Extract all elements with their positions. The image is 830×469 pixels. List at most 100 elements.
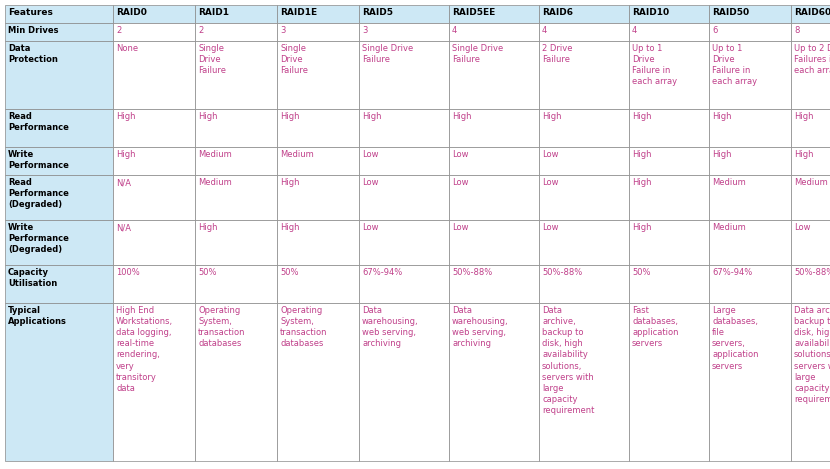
Bar (539, 303, 629, 461)
Text: High: High (794, 150, 813, 159)
Bar (359, 220, 449, 265)
Text: 4: 4 (632, 26, 637, 35)
Bar (539, 147, 629, 175)
Text: Single Drive
Failure: Single Drive Failure (362, 44, 413, 64)
Text: Low: Low (542, 178, 559, 187)
Bar (113, 147, 195, 175)
Text: Medium: Medium (712, 178, 745, 187)
Bar (359, 265, 449, 303)
Bar (791, 265, 830, 303)
Bar (277, 303, 359, 461)
Bar (113, 220, 195, 265)
Text: Data
warehousing,
web serving,
archiving: Data warehousing, web serving, archiving (362, 306, 418, 348)
Bar (277, 220, 359, 265)
Text: High: High (280, 112, 300, 121)
Bar (277, 23, 359, 41)
Text: Medium: Medium (198, 178, 232, 187)
Bar (113, 5, 195, 23)
Text: Up to 1
Drive
Failure in
each array: Up to 1 Drive Failure in each array (632, 44, 677, 86)
Bar (791, 5, 830, 23)
Bar (791, 147, 830, 175)
Bar (629, 5, 709, 23)
Text: High: High (362, 112, 382, 121)
Bar (195, 23, 277, 41)
Bar (629, 147, 709, 175)
Bar (449, 147, 539, 175)
Text: High: High (632, 223, 652, 232)
Bar (359, 175, 449, 220)
Bar (113, 265, 195, 303)
Bar (195, 147, 277, 175)
Text: 50%: 50% (632, 268, 651, 277)
Text: RAID5: RAID5 (362, 8, 393, 17)
Bar (449, 220, 539, 265)
Bar (359, 147, 449, 175)
Bar (113, 175, 195, 220)
Bar (449, 41, 539, 109)
Text: N/A: N/A (116, 178, 131, 187)
Text: Features: Features (8, 8, 53, 17)
Text: 67%-94%: 67%-94% (712, 268, 752, 277)
Bar (113, 109, 195, 147)
Text: High: High (198, 112, 217, 121)
Text: Data archive,
backup to
disk, high
availability
solutions,
servers with
large
ca: Data archive, backup to disk, high avail… (794, 306, 830, 404)
Bar (195, 109, 277, 147)
Text: High: High (632, 178, 652, 187)
Text: High: High (280, 223, 300, 232)
Bar (539, 23, 629, 41)
Text: Data
warehousing,
web serving,
archiving: Data warehousing, web serving, archiving (452, 306, 509, 348)
Text: Single Drive
Failure: Single Drive Failure (452, 44, 503, 64)
Text: None: None (116, 44, 138, 53)
Bar (195, 265, 277, 303)
Bar (5, 303, 113, 461)
Text: N/A: N/A (116, 223, 131, 232)
Bar (709, 175, 791, 220)
Bar (5, 175, 113, 220)
Bar (539, 265, 629, 303)
Bar (709, 220, 791, 265)
Text: High: High (712, 150, 731, 159)
Bar (449, 23, 539, 41)
Text: High: High (280, 178, 300, 187)
Text: 8: 8 (794, 26, 799, 35)
Text: High: High (632, 112, 652, 121)
Text: Operating
System,
transaction
databases: Operating System, transaction databases (280, 306, 328, 348)
Bar (629, 23, 709, 41)
Bar (277, 5, 359, 23)
Text: Low: Low (362, 223, 378, 232)
Bar (709, 265, 791, 303)
Text: RAID1E: RAID1E (280, 8, 317, 17)
Bar (629, 303, 709, 461)
Bar (709, 41, 791, 109)
Bar (709, 23, 791, 41)
Bar (113, 303, 195, 461)
Bar (539, 220, 629, 265)
Text: Single
Drive
Failure: Single Drive Failure (198, 44, 226, 75)
Bar (791, 175, 830, 220)
Bar (539, 41, 629, 109)
Bar (359, 303, 449, 461)
Bar (5, 109, 113, 147)
Text: High: High (116, 112, 135, 121)
Bar (5, 23, 113, 41)
Bar (359, 5, 449, 23)
Bar (113, 23, 195, 41)
Text: Write
Performance
(Degraded): Write Performance (Degraded) (8, 223, 69, 254)
Text: 3: 3 (280, 26, 286, 35)
Text: Fast
databases,
application
servers: Fast databases, application servers (632, 306, 678, 348)
Text: 4: 4 (452, 26, 457, 35)
Text: 2 Drive
Failure: 2 Drive Failure (542, 44, 573, 64)
Text: 2: 2 (198, 26, 203, 35)
Text: Up to 1
Drive
Failure in
each array: Up to 1 Drive Failure in each array (712, 44, 757, 86)
Bar (195, 5, 277, 23)
Text: High: High (542, 112, 562, 121)
Text: Data
Protection: Data Protection (8, 44, 58, 64)
Text: 4: 4 (542, 26, 547, 35)
Text: Min Drives: Min Drives (8, 26, 58, 35)
Bar (629, 220, 709, 265)
Bar (5, 41, 113, 109)
Text: High: High (794, 112, 813, 121)
Bar (359, 23, 449, 41)
Bar (277, 265, 359, 303)
Text: Up to 2 Drive
Failures in
each array: Up to 2 Drive Failures in each array (794, 44, 830, 75)
